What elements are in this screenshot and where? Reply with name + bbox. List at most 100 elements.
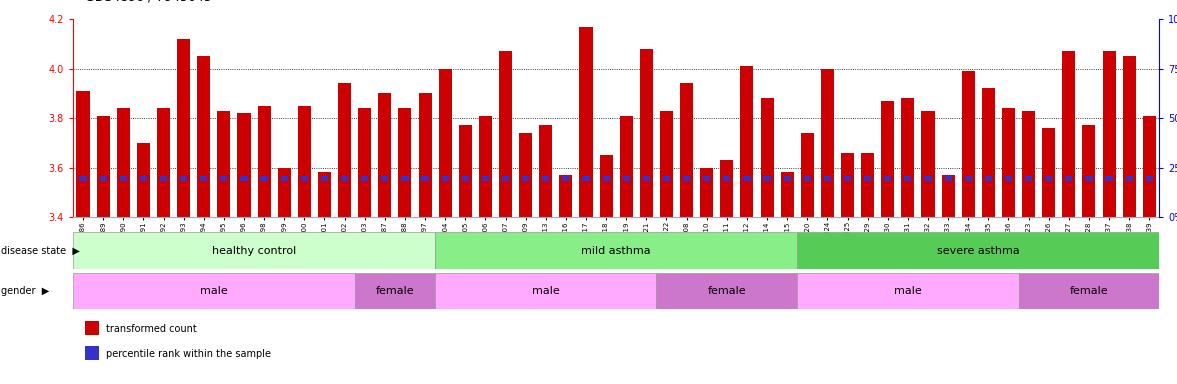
Bar: [240, 175, 247, 181]
Bar: [435, 232, 797, 269]
Bar: [559, 175, 572, 217]
Bar: [884, 175, 891, 181]
Bar: [657, 273, 797, 309]
Text: female: female: [375, 286, 414, 296]
Text: male: male: [895, 286, 922, 296]
Bar: [481, 175, 488, 181]
Bar: [904, 175, 911, 181]
Bar: [1085, 175, 1092, 181]
Text: GDS4896 / 7945045: GDS4896 / 7945045: [85, 0, 212, 4]
Bar: [924, 175, 931, 181]
Bar: [862, 153, 875, 217]
Bar: [603, 175, 610, 181]
Bar: [501, 175, 510, 181]
Bar: [1025, 175, 1032, 181]
Bar: [358, 108, 371, 217]
Bar: [703, 175, 710, 181]
Bar: [842, 153, 855, 217]
Bar: [341, 175, 348, 181]
Bar: [137, 143, 149, 217]
Bar: [643, 175, 650, 181]
Bar: [260, 175, 267, 181]
Bar: [680, 83, 693, 217]
Bar: [539, 126, 552, 217]
Bar: [120, 175, 127, 181]
Bar: [740, 66, 753, 217]
Bar: [378, 93, 391, 217]
Bar: [200, 175, 207, 181]
Bar: [543, 175, 550, 181]
Bar: [944, 175, 952, 181]
Text: male: male: [200, 286, 227, 296]
Bar: [882, 101, 895, 217]
Bar: [1002, 108, 1015, 217]
Bar: [97, 116, 109, 217]
Text: healthy control: healthy control: [212, 245, 297, 256]
Bar: [421, 175, 428, 181]
Bar: [962, 71, 975, 217]
Bar: [298, 106, 311, 217]
Bar: [922, 111, 935, 217]
Bar: [238, 113, 251, 217]
Bar: [1083, 126, 1096, 217]
Bar: [117, 108, 129, 217]
Bar: [140, 175, 147, 181]
Bar: [160, 175, 167, 181]
Bar: [820, 69, 834, 217]
Text: percentile rank within the sample: percentile rank within the sample: [106, 349, 271, 359]
Bar: [401, 175, 408, 181]
Text: female: female: [707, 286, 746, 296]
Bar: [784, 175, 791, 181]
Bar: [797, 273, 1018, 309]
Bar: [982, 88, 995, 217]
Bar: [361, 175, 368, 181]
Bar: [760, 98, 773, 217]
Bar: [177, 39, 191, 217]
Bar: [321, 175, 328, 181]
Bar: [499, 51, 512, 217]
Bar: [73, 232, 435, 269]
Bar: [1143, 116, 1156, 217]
Bar: [523, 175, 530, 181]
Bar: [280, 175, 288, 181]
Bar: [220, 175, 227, 181]
Bar: [797, 232, 1159, 269]
Bar: [764, 175, 771, 181]
Bar: [1123, 56, 1136, 217]
Bar: [419, 93, 432, 217]
Bar: [258, 106, 271, 217]
Bar: [1045, 175, 1052, 181]
Bar: [459, 126, 472, 217]
Bar: [77, 91, 89, 217]
Bar: [583, 175, 590, 181]
Bar: [723, 175, 731, 181]
Bar: [381, 175, 388, 181]
Bar: [301, 175, 308, 181]
Bar: [804, 175, 811, 181]
Bar: [720, 160, 733, 217]
Bar: [864, 175, 871, 181]
Bar: [519, 133, 532, 217]
Text: male: male: [532, 286, 559, 296]
Bar: [218, 111, 231, 217]
Bar: [1065, 175, 1072, 181]
Bar: [700, 167, 713, 217]
Bar: [599, 155, 613, 217]
Bar: [1063, 51, 1076, 217]
Bar: [180, 175, 187, 181]
Bar: [965, 175, 972, 181]
Bar: [439, 69, 452, 217]
Text: gender  ▶: gender ▶: [1, 286, 49, 296]
Bar: [1125, 175, 1132, 181]
Bar: [479, 116, 492, 217]
Bar: [942, 175, 955, 217]
Bar: [1022, 111, 1035, 217]
Text: transformed count: transformed count: [106, 324, 197, 334]
Bar: [1005, 175, 1012, 181]
Bar: [198, 56, 211, 217]
Bar: [441, 175, 448, 181]
Bar: [1103, 51, 1116, 217]
Bar: [73, 273, 354, 309]
Bar: [824, 175, 831, 181]
Bar: [623, 175, 630, 181]
